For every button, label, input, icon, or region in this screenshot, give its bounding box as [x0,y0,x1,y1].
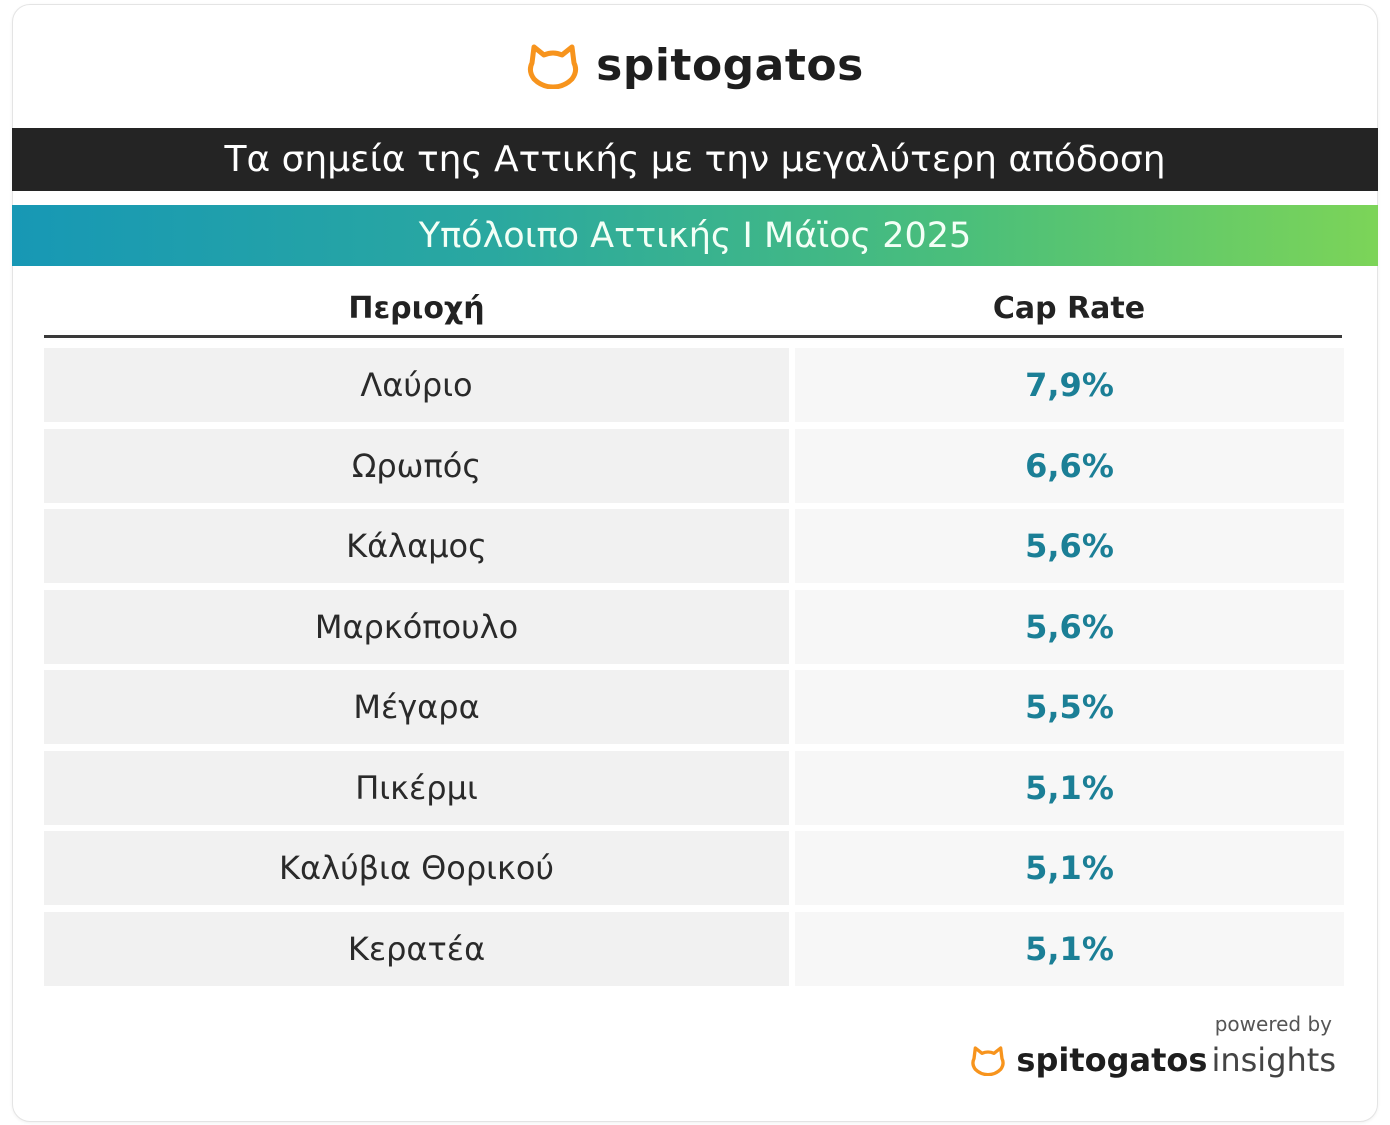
area-cell: Ωρωπός [44,429,789,503]
table-row: Μαρκόπουλο 5,6% [44,590,1344,664]
table-row: Κερατέα 5,1% [44,912,1344,986]
table-row: Κάλαμος 5,6% [44,509,1344,583]
table-row: Μέγαρα 5,5% [44,670,1344,744]
table-row: Λαύριο 7,9% [44,348,1344,422]
cat-head-icon [971,1046,1006,1076]
header-divider [44,335,1342,338]
area-cell: Μέγαρα [44,670,789,744]
area-cell: Κάλαμος [44,509,789,583]
cat-head-icon [528,44,579,89]
footer-brand-name: spitogatos [1016,1041,1208,1079]
cap-rate-cell: 5,5% [795,670,1344,744]
footer-logo: spitogatos insights [970,1038,1336,1082]
page-subtitle: Υπόλοιπο Αττικής I Μάϊος 2025 [418,215,972,256]
footer-brand: powered by spitogatos insights [960,1012,1336,1092]
table-row: Ωρωπός 6,6% [44,429,1344,503]
cap-rate-cell: 6,6% [795,429,1344,503]
cap-rate-cell: 5,1% [795,751,1344,825]
cap-rate-cell: 7,9% [795,348,1344,422]
column-header-area: Περιοχή [348,290,485,326]
table-row: Καλύβια Θορικού 5,1% [44,831,1344,905]
footer-brand-suffix: insights [1211,1041,1336,1079]
page-title: Τα σημεία της Αττικής με την μεγαλύτερη … [224,139,1166,180]
title-bar: Τα σημεία της Αττικής με την μεγαλύτερη … [12,128,1378,191]
cap-rate-cell: 5,6% [795,590,1344,664]
brand-logo-text: spitogatos [596,39,864,91]
brand-logo: spitogatos [0,30,1390,100]
column-header-cap-rate: Cap Rate [992,290,1146,326]
area-cell: Μαρκόπουλο [44,590,789,664]
powered-by-label: powered by [1214,1012,1332,1036]
area-cell: Καλύβια Θορικού [44,831,789,905]
cap-rate-cell: 5,1% [795,912,1344,986]
area-cell: Κερατέα [44,912,789,986]
subtitle-bar: Υπόλοιπο Αττικής I Μάϊος 2025 [12,205,1378,266]
table-row: Πικέρμι 5,1% [44,751,1344,825]
area-cell: Πικέρμι [44,751,789,825]
cap-rate-cell: 5,6% [795,509,1344,583]
cap-rate-cell: 5,1% [795,831,1344,905]
area-cell: Λαύριο [44,348,789,422]
